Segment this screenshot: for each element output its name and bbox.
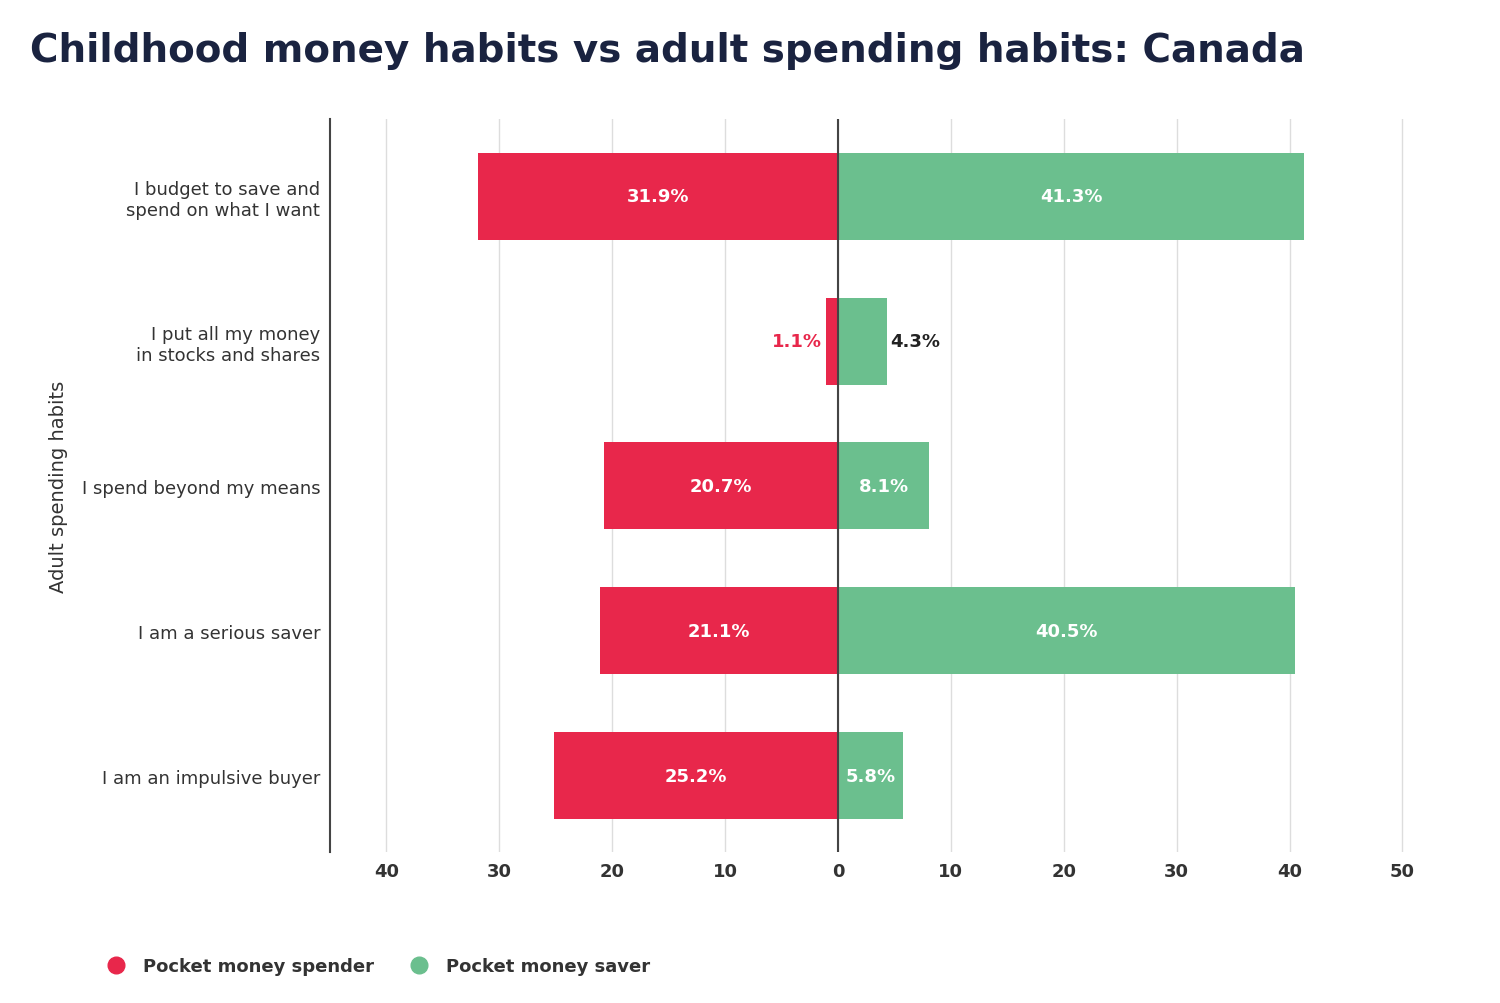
Text: 5.8%: 5.8% (846, 767, 895, 785)
Bar (839, 443, 930, 530)
Text: 4.3%: 4.3% (890, 333, 940, 351)
Text: 40.5%: 40.5% (1035, 622, 1098, 640)
Bar (604, 443, 838, 530)
Text: 20.7%: 20.7% (690, 477, 753, 495)
Text: 21.1%: 21.1% (687, 622, 750, 640)
Bar (600, 588, 838, 675)
Legend: Pocket money spender, Pocket money saver: Pocket money spender, Pocket money saver (98, 957, 651, 975)
Text: 8.1%: 8.1% (858, 477, 909, 495)
Text: 31.9%: 31.9% (627, 188, 688, 206)
Bar (478, 153, 838, 241)
Text: 41.3%: 41.3% (1040, 188, 1102, 206)
Text: 1.1%: 1.1% (772, 333, 822, 351)
Text: 25.2%: 25.2% (664, 767, 728, 785)
Bar (825, 298, 839, 385)
Y-axis label: Adult spending habits: Adult spending habits (50, 380, 68, 593)
Bar (554, 732, 839, 819)
Bar (839, 153, 1304, 241)
Text: Childhood money habits vs adult spending habits: Canada: Childhood money habits vs adult spending… (30, 32, 1305, 70)
Bar (839, 588, 1294, 675)
Bar (839, 298, 886, 385)
Bar (839, 732, 903, 819)
